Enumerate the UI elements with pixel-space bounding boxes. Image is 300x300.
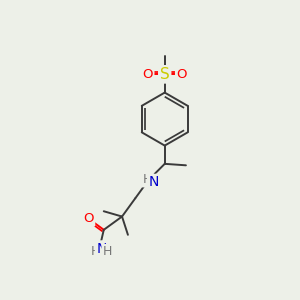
Text: N: N — [97, 242, 107, 256]
Text: H: H — [103, 245, 112, 258]
Text: H: H — [143, 173, 152, 186]
Text: O: O — [176, 68, 187, 81]
Text: S: S — [160, 67, 169, 82]
Text: O: O — [83, 212, 94, 225]
Text: H: H — [91, 245, 101, 258]
Text: O: O — [142, 68, 153, 81]
Text: N: N — [148, 176, 159, 189]
